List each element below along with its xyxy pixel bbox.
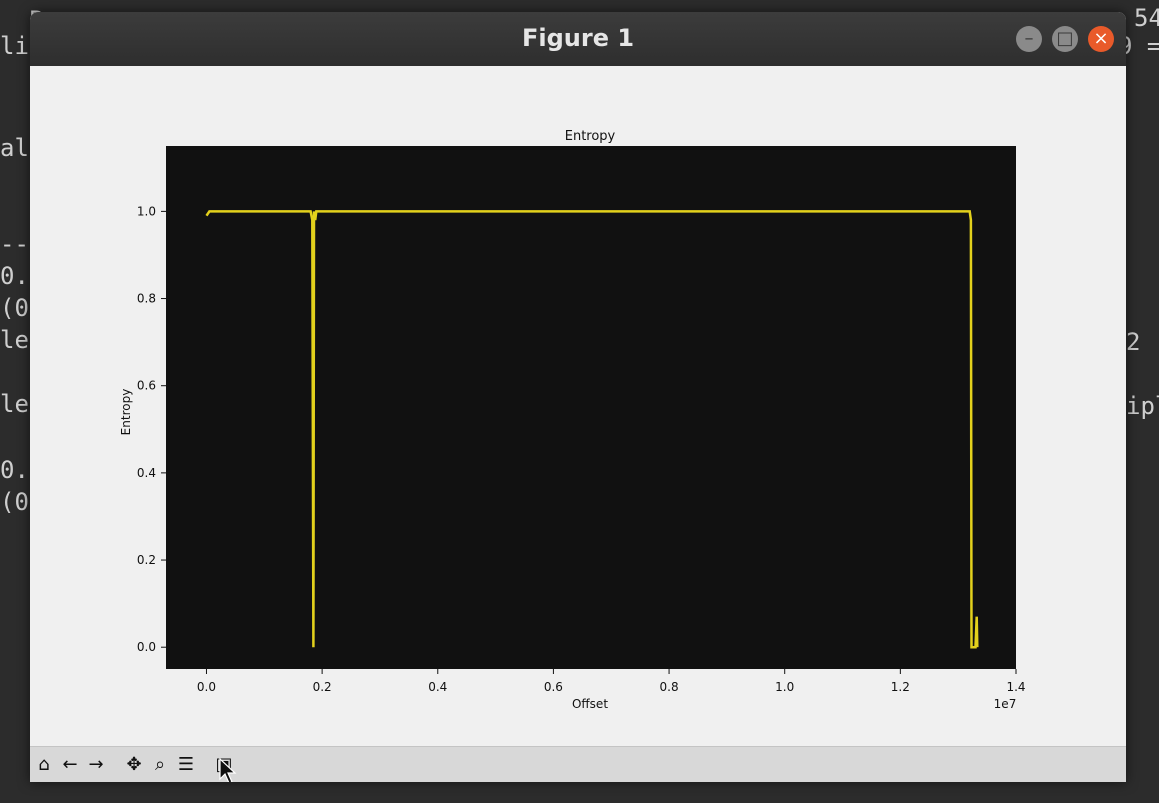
x-tick-label: 0.8 xyxy=(660,680,679,694)
y-tick-label: 0.8 xyxy=(137,292,156,306)
configure-subplots-icon[interactable]: ☰ xyxy=(177,754,195,775)
x-axis-offset-label: 1e7 xyxy=(994,697,1017,711)
y-tick-label: 0.6 xyxy=(137,379,156,393)
x-tick-label: 0.0 xyxy=(197,680,216,694)
y-tick-label: 1.0 xyxy=(137,204,156,218)
entropy-chart: Entropy 0.0 0.2 0.4 0.6 0.8 1.0 1.2 1.4 0.0 0.2 0.… xyxy=(119,129,1026,711)
figure-canvas[interactable]: Entropy 0.0 0.2 0.4 0.6 0.8 1.0 1.2 1.4 0.0 0.2 0.… xyxy=(30,66,1126,746)
terminal-line: ipl xyxy=(1126,392,1159,420)
mouse-cursor-icon xyxy=(219,757,237,782)
x-axis-label: Offset xyxy=(572,697,608,711)
y-axis-label: Entropy xyxy=(119,389,133,436)
back-icon[interactable]: ← xyxy=(62,754,78,775)
terminal-line: 54 xyxy=(1134,4,1159,32)
terminal-line: al xyxy=(0,134,29,162)
title-bar[interactable]: Figure 1 – □ × xyxy=(30,12,1126,66)
series-line xyxy=(205,210,979,649)
zoom-icon[interactable]: ⌕ xyxy=(154,754,166,775)
forward-icon[interactable]: → xyxy=(88,754,104,775)
terminal-line: (0 xyxy=(0,488,29,516)
plot-area xyxy=(166,146,1016,669)
close-button[interactable]: × xyxy=(1088,26,1114,52)
pan-icon[interactable]: ✥ xyxy=(126,754,142,775)
y-tick-label: 0.2 xyxy=(137,553,156,567)
terminal-line: -- xyxy=(0,230,29,258)
window-title: Figure 1 xyxy=(521,24,635,52)
figure-window: Figure 1 – □ × Entropy 0.0 0.2 0.4 0.6 0.8 1.… xyxy=(30,12,1126,782)
terminal-line: le xyxy=(0,326,29,354)
home-icon[interactable]: ⌂ xyxy=(38,754,50,775)
x-tick-label: 0.2 xyxy=(313,680,332,694)
terminal-line: 2 xyxy=(1126,328,1141,356)
maximize-button[interactable]: □ xyxy=(1052,26,1078,52)
y-tick-label: 0.0 xyxy=(137,640,156,654)
x-tick-label: 0.6 xyxy=(544,680,563,694)
terminal-line: 0. xyxy=(0,262,29,290)
navigation-toolbar: ⌂ ← → ✥ ⌕ ☰ ▣ xyxy=(30,746,1126,782)
terminal-line: 0. xyxy=(0,456,29,484)
terminal-line: li xyxy=(0,32,29,60)
x-tick-label: 0.4 xyxy=(428,680,447,694)
chart-title: Entropy xyxy=(565,129,616,144)
terminal-line: (0 xyxy=(0,294,29,322)
x-tick-label: 1.0 xyxy=(775,680,794,694)
terminal-line: le xyxy=(0,390,29,418)
x-tick-label: 1.4 xyxy=(1006,680,1025,694)
y-tick-label: 0.4 xyxy=(137,466,156,480)
minimize-button[interactable]: – xyxy=(1016,26,1042,52)
x-tick-label: 1.2 xyxy=(891,680,910,694)
